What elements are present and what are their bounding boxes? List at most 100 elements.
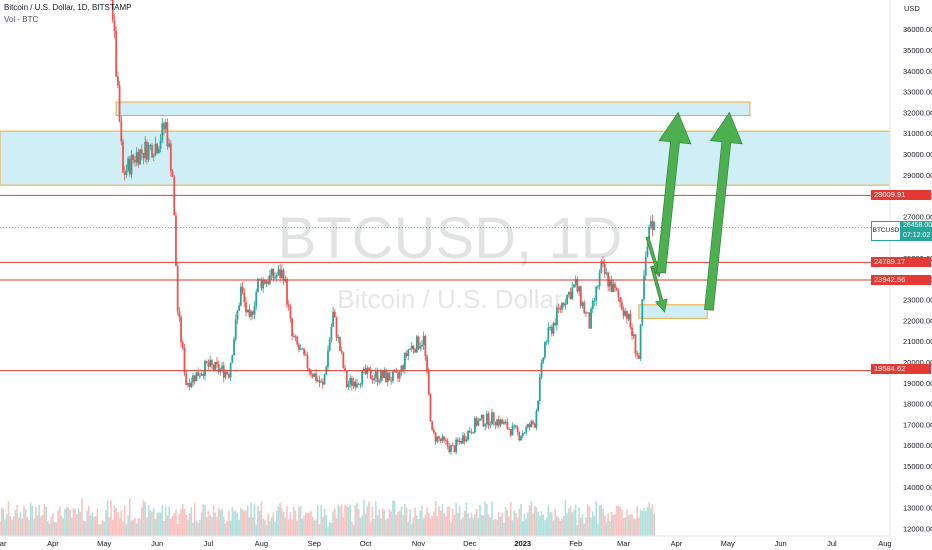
time-tick-label: Mar [0,539,7,548]
candle-body-2022-05-07 [113,19,116,32]
volume-bar-2022-10-14 [386,518,389,536]
volume-bar-2022-12-06 [477,517,480,536]
price-tick-label: 36000.00 [903,25,932,34]
candle-body-2022-08-26 [303,348,305,355]
candle-body-2022-11-30 [467,430,469,440]
candle-body-2023-03-03 [626,311,628,320]
volume-bar-2023-02-18 [603,515,606,536]
candle-body-2022-11-08 [429,393,432,422]
projection-arrow-2[interactable] [650,267,668,313]
candle-body-2023-02-25 [615,287,618,291]
volume-bar-2022-12-19 [499,516,502,536]
volume-bar-2023-03-19 [653,513,656,536]
candle-body-2023-01-15 [545,341,548,343]
volume-bar-2022-09-20 [345,506,348,536]
volume-bar-2022-05-11 [120,510,123,536]
volume-indicator-label[interactable]: Vol · BTC [4,15,39,24]
volume-bar-2022-10-24 [404,503,406,536]
candle-body-2022-12-01 [468,430,471,433]
volume-bar-2022-08-22 [296,521,299,536]
volume-bar-2022-03-16 [24,508,27,536]
volume-bar-2023-02-04 [580,517,582,536]
volume-bar-2022-06-09 [170,518,172,536]
candle-body-2022-07-13 [228,373,230,378]
candle-body-2022-08-23 [298,344,300,350]
candle-body-2022-08-09 [274,277,276,279]
candle-body-2022-09-24 [352,381,355,386]
candle-body-2022-12-19 [499,419,502,426]
candle-body-2022-05-22 [139,149,141,165]
volume-bar-2022-08-10 [275,510,278,536]
volume-bar-2022-04-15 [76,514,78,536]
candle-body-2022-12-17 [496,419,499,426]
volume-bar-2022-10-17 [392,500,394,536]
volume-bar-2022-11-22 [453,514,456,536]
volume-bar-2022-04-26 [94,516,97,536]
volume-bar-2022-04-24 [91,512,94,536]
candle-body-2023-02-02 [576,278,579,292]
candle-body-2022-05-09 [116,76,119,86]
candle-body-2022-10-20 [397,372,399,379]
candle-body-2023-01-06 [530,421,533,428]
zone-3[interactable] [638,304,708,319]
candle-body-2022-09-21 [347,384,350,388]
candle-body-2022-05-08 [115,31,118,77]
volume-bar-2023-02-02 [576,525,579,536]
candle-body-2022-06-11 [173,177,176,216]
volume-bar-2022-06-08 [168,506,170,536]
candle-body-2022-05-19 [134,160,136,163]
candle-body-2022-06-27 [200,373,203,376]
volume-bar-2022-09-01 [313,520,316,536]
volume-bar-2023-01-10 [537,511,539,536]
volume-bar-2022-11-10 [433,511,435,536]
candle-body-2023-01-03 [525,427,528,433]
time-tick-label: May [97,539,111,548]
volume-bar-2022-10-08 [376,515,379,536]
volume-bar-2023-02-23 [612,515,615,536]
candle-body-2022-07-27 [251,311,254,315]
projection-arrow-3[interactable] [656,111,692,274]
volume-bar-2022-12-13 [489,517,492,536]
volume-bar-2022-11-13 [438,506,440,536]
volume-bar-2022-07-04 [212,505,215,536]
volume-bar-2022-09-27 [357,508,360,536]
volume-bar-2022-11-20 [450,522,452,536]
candle-body-2023-01-01 [521,433,524,437]
volume-bar-2022-06-24 [195,520,198,536]
candle-body-2022-07-17 [234,319,237,340]
candle-body-2023-03-05 [629,313,632,328]
volume-bar-2022-03-05 [6,513,8,536]
candle-body-2023-01-14 [544,342,546,358]
candle-body-2022-07-30 [257,278,259,292]
candle-body-2022-11-17 [444,439,447,441]
volume-bar-2022-05-02 [105,509,107,536]
zone-1[interactable] [115,101,751,117]
volume-bar-2023-01-07 [532,513,534,536]
candle-body-2022-08-29 [308,368,311,372]
candle-body-2022-07-04 [212,365,215,370]
candle-body-2023-03-17 [649,221,652,227]
candle-body-2022-08-18 [289,306,292,319]
volume-bar-2022-06-25 [197,522,199,536]
candle-body-2022-09-14 [335,317,338,338]
volume-bar-2022-08-17 [287,519,290,536]
volume-bar-2022-04-01 [52,513,54,536]
candle-body-2022-11-18 [446,440,449,447]
watermark-description: Bitcoin / U.S. Dollar [337,284,563,314]
candle-body-2022-05-06 [111,0,114,20]
volume-bar-2022-10-26 [407,521,410,536]
candle-body-2022-09-10 [328,339,331,351]
candle-body-2022-10-22 [400,365,403,372]
projection-arrow-4[interactable] [704,111,743,311]
candle-body-2023-01-20 [554,322,557,326]
candle-body-2022-12-25 [509,429,512,436]
candle-body-2022-11-19 [448,446,451,452]
volume-bar-2022-12-01 [468,518,471,536]
candle-body-2022-07-16 [233,339,235,356]
candle-body-2023-03-11 [639,324,642,359]
volume-bar-2022-04-27 [96,508,99,536]
candle-body-2023-01-09 [535,411,538,428]
volume-bar-2022-09-29 [361,515,363,536]
volume-bar-2022-09-18 [342,517,345,536]
